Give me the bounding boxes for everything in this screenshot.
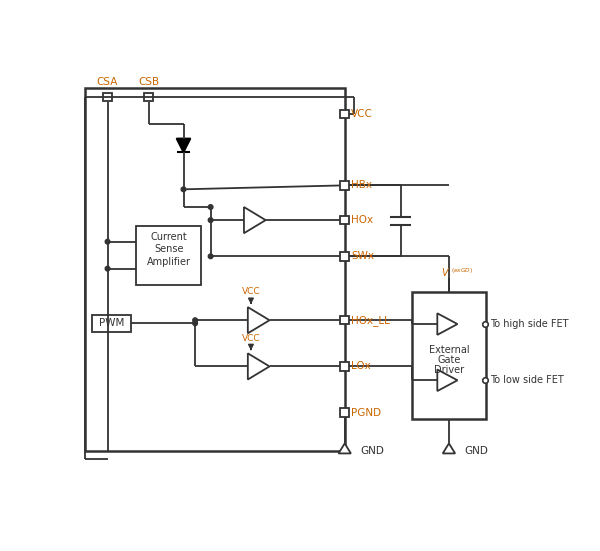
Text: CSA: CSA xyxy=(97,77,118,87)
Bar xyxy=(340,252,349,261)
Text: To high side FET: To high side FET xyxy=(490,319,569,329)
Polygon shape xyxy=(443,444,455,453)
Text: HOx: HOx xyxy=(351,215,373,225)
Text: Current: Current xyxy=(151,232,187,242)
Bar xyxy=(340,110,349,118)
Polygon shape xyxy=(248,353,269,380)
Polygon shape xyxy=(437,370,457,391)
Bar xyxy=(340,316,349,325)
Text: Driver: Driver xyxy=(434,365,464,375)
Text: HBx: HBx xyxy=(351,181,372,191)
Text: VCC: VCC xyxy=(242,333,260,343)
Bar xyxy=(92,315,131,332)
Circle shape xyxy=(193,318,197,322)
Text: LOx: LOx xyxy=(351,361,371,371)
Circle shape xyxy=(208,205,213,209)
Bar xyxy=(85,88,344,451)
Text: Amplifier: Amplifier xyxy=(147,257,191,267)
Text: Gate: Gate xyxy=(437,355,461,365)
Text: $_{(exGD)}$: $_{(exGD)}$ xyxy=(451,267,473,277)
Circle shape xyxy=(193,321,197,326)
Text: PGND: PGND xyxy=(351,408,381,418)
Text: External: External xyxy=(428,345,469,355)
Text: HOx_LL: HOx_LL xyxy=(351,315,390,326)
Polygon shape xyxy=(244,207,266,233)
Text: VCC: VCC xyxy=(351,109,373,119)
Bar xyxy=(340,181,349,190)
Text: Sense: Sense xyxy=(154,245,184,255)
Bar xyxy=(412,291,486,419)
Text: GND: GND xyxy=(360,446,384,456)
Polygon shape xyxy=(248,307,269,333)
Text: SWx: SWx xyxy=(351,251,374,261)
Bar xyxy=(145,93,153,101)
Polygon shape xyxy=(176,138,190,153)
Bar xyxy=(340,362,349,371)
Circle shape xyxy=(181,187,186,192)
Bar xyxy=(340,216,349,224)
Text: GND: GND xyxy=(464,446,488,456)
Circle shape xyxy=(105,266,110,271)
Text: PWM: PWM xyxy=(99,318,124,328)
Text: CSB: CSB xyxy=(138,77,159,87)
Text: VCC: VCC xyxy=(242,288,260,296)
Text: $\mathit{V}$: $\mathit{V}$ xyxy=(441,266,451,278)
Circle shape xyxy=(208,254,213,258)
Bar xyxy=(340,408,349,417)
Polygon shape xyxy=(437,314,457,335)
Polygon shape xyxy=(338,444,351,453)
Bar xyxy=(103,93,112,101)
Bar xyxy=(136,226,202,285)
Circle shape xyxy=(105,239,110,244)
Text: To low side FET: To low side FET xyxy=(490,375,564,385)
Circle shape xyxy=(208,218,213,223)
